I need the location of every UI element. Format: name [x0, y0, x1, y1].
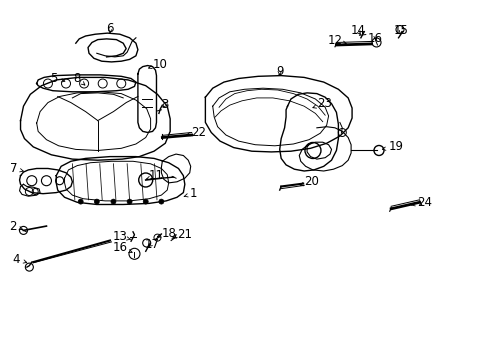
Text: 5: 5 [50, 72, 65, 85]
Text: 18: 18 [157, 227, 176, 240]
Circle shape [159, 199, 163, 204]
Circle shape [111, 199, 116, 204]
Text: 23: 23 [312, 97, 331, 110]
Text: 16: 16 [367, 32, 382, 45]
Text: 24: 24 [410, 196, 431, 209]
Circle shape [143, 199, 148, 204]
Text: 17: 17 [144, 238, 159, 251]
Text: 4: 4 [12, 253, 27, 266]
Text: 2: 2 [10, 220, 23, 233]
Text: 11: 11 [146, 169, 164, 182]
Text: 20: 20 [300, 175, 318, 188]
Text: 9: 9 [275, 65, 283, 78]
Text: 6: 6 [106, 22, 114, 35]
Text: 10: 10 [148, 58, 167, 71]
Text: 19: 19 [382, 140, 403, 153]
Text: 15: 15 [393, 24, 407, 37]
Circle shape [78, 199, 83, 204]
Circle shape [94, 199, 99, 204]
Text: 16: 16 [113, 241, 132, 254]
Text: 22: 22 [186, 126, 205, 139]
Text: 1: 1 [184, 187, 197, 200]
Text: 7: 7 [10, 162, 23, 175]
Text: 12: 12 [326, 34, 346, 47]
Text: 21: 21 [173, 228, 192, 240]
Text: 13: 13 [112, 230, 130, 243]
Circle shape [127, 199, 132, 204]
Text: 14: 14 [350, 24, 365, 37]
Text: 3: 3 [161, 98, 169, 111]
Text: 8: 8 [73, 72, 85, 85]
